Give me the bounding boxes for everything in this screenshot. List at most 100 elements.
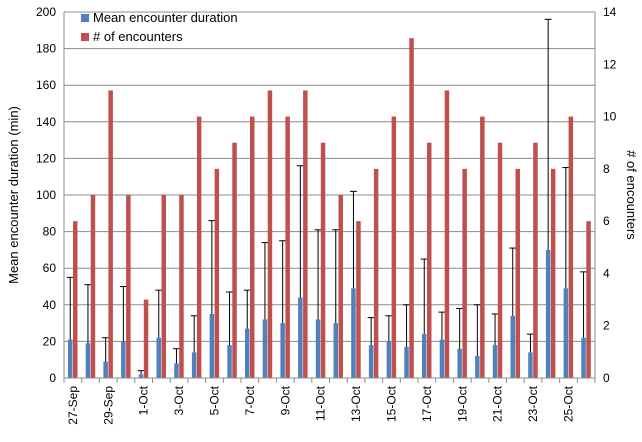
legend-label-mean-duration: Mean encounter duration [93,10,238,25]
x-tick-label: 9-Oct [278,385,292,415]
x-tick-label: 5-Oct [207,385,221,415]
y-right-tick-label: 8 [603,162,610,176]
bar-encounter-count [550,168,556,378]
bar-encounter-count [73,221,78,378]
bar-mean-duration [581,337,586,378]
x-tick-label: 11-Oct [314,385,328,421]
bar-mean-duration [262,319,268,378]
bar-mean-duration [121,341,126,378]
bar-mean-duration [563,288,569,378]
y-left-tick-label: 180 [36,42,56,56]
bar-encounter-count [214,168,220,378]
bar-encounter-count [409,38,414,379]
bar-encounter-count [568,116,574,379]
bar-mean-duration [315,319,321,378]
legend-label-encounters: # of encounters [93,29,183,44]
x-tick-label: 21-Oct [491,385,505,422]
bar-encounter-count [196,116,202,379]
bar-encounter-count [497,142,503,378]
bar-encounter-count [161,195,166,378]
bar-mean-duration [545,249,551,378]
bar-encounter-count [373,168,379,378]
bar-encounter-count [427,142,432,378]
y-left-tick-label: 20 [43,334,57,348]
y-right-tick-label: 4 [603,266,610,280]
bar-mean-duration [492,345,498,378]
y-right-tick-label: 12 [603,57,617,71]
bar-encounter-count [480,116,485,379]
y-left-tick-label: 140 [36,115,56,129]
bar-encounter-count [391,116,397,379]
y-left-tick-label: 0 [49,371,56,385]
x-tick-label: 29-Sep [101,386,115,425]
bar-encounter-count [444,90,450,378]
y-left-tick-label: 100 [36,188,56,202]
bar-mean-duration [103,361,108,378]
x-tick-label: 13-Oct [349,385,363,422]
bar-mean-duration [191,352,197,378]
bar-mean-duration [280,323,285,378]
y-axis-left-title: Mean encounter duration (min) [6,106,21,284]
x-tick-label: 17-Oct [420,385,434,422]
bar-encounter-count [462,168,467,378]
x-tick-label: 3-Oct [172,385,186,415]
bar-encounter-count [303,90,308,378]
bar-mean-duration [174,363,179,378]
y-left-tick-label: 160 [36,78,56,92]
y-left-tick-label: 120 [36,151,56,165]
bar-mean-duration [209,313,215,378]
legend-swatch-encounters [81,33,89,41]
bar-mean-duration [227,345,232,378]
bar-mean-duration [85,343,91,378]
bar-mean-duration [475,356,480,378]
gridlines [64,11,595,379]
bar-encounter-count [143,299,149,378]
bar-encounter-count [108,90,113,378]
bar-mean-duration [368,345,374,378]
y-right-tick-label: 2 [603,319,610,333]
bar-encounter-count [267,90,273,378]
tick-labels: 0 20 40 60 80 100 120 140 160 180 200 0 2 4 6 8 10 12 14 27… [36,5,617,425]
bar-mean-duration [245,328,250,378]
bar-marks [66,18,591,379]
x-tick-label: 15-Oct [384,385,398,422]
bar-mean-duration [528,352,533,378]
bar-mean-duration [298,297,303,378]
y-left-tick-label: 200 [36,5,56,19]
axes [63,12,596,383]
bar-encounter-count [126,195,131,378]
x-tick-label: 23-Oct [526,385,540,422]
bar-encounter-count [179,195,184,378]
y-right-tick-label: 0 [603,371,610,385]
bar-mean-duration [422,334,427,378]
bar-mean-duration [510,315,515,378]
bar-encounter-count [90,195,96,378]
legend-swatch-mean-duration [81,14,89,22]
y-right-tick-label: 6 [603,214,610,228]
bar-encounter-count [232,142,237,378]
legend: Mean encounter duration # of encounters [81,10,238,44]
y-axis-right-title: # of encounters [624,150,639,240]
y-right-tick-label: 14 [603,5,617,19]
bar-encounter-count [320,142,326,378]
y-left-tick-label: 40 [43,298,57,312]
bar-mean-duration [386,341,392,378]
x-tick-label: 27-Sep [66,386,80,425]
bar-encounter-count [586,221,591,378]
bar-mean-duration [68,339,73,378]
x-tick-label: 7-Oct [243,385,257,415]
bar-mean-duration [333,323,338,378]
bar-mean-duration [404,346,409,378]
x-tick-label: 25-Oct [561,385,575,422]
x-tick-label: 19-Oct [455,385,469,422]
bar-mean-duration [351,288,356,378]
bar-mean-duration [457,348,462,378]
bar-mean-duration [138,374,144,378]
y-left-tick-label: 60 [43,261,57,275]
bar-encounter-count [250,116,255,379]
bar-mean-duration [156,337,161,378]
y-right-tick-label: 10 [603,110,617,124]
x-tick-label: 1-Oct [137,385,151,415]
bar-encounter-count [338,195,343,378]
